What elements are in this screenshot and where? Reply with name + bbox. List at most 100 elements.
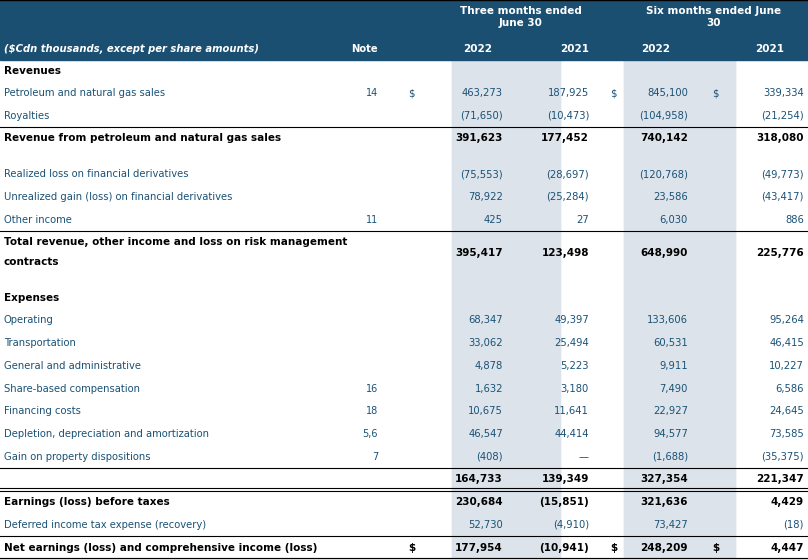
Bar: [624, 60, 735, 82]
Bar: [624, 82, 735, 105]
Text: (75,553): (75,553): [461, 169, 503, 179]
Text: (43,417): (43,417): [762, 192, 804, 202]
Bar: [624, 127, 735, 150]
Bar: [624, 400, 735, 423]
Bar: [0, 309, 808, 331]
Text: 2021: 2021: [755, 44, 784, 54]
Text: 139,349: 139,349: [541, 475, 589, 485]
Text: 463,273: 463,273: [462, 88, 503, 98]
Text: 95,264: 95,264: [769, 315, 804, 325]
Text: (49,773): (49,773): [761, 169, 804, 179]
Bar: [0, 82, 808, 105]
Bar: [0, 231, 808, 274]
Text: 49,397: 49,397: [554, 315, 589, 325]
Text: 886: 886: [785, 215, 804, 225]
Text: 740,142: 740,142: [640, 134, 688, 144]
Text: 7,490: 7,490: [659, 383, 688, 394]
Bar: [624, 536, 735, 559]
Text: 395,417: 395,417: [456, 248, 503, 258]
Text: 648,990: 648,990: [641, 248, 688, 258]
Bar: [624, 150, 735, 163]
Text: Share-based compensation: Share-based compensation: [4, 383, 140, 394]
Text: (408): (408): [477, 452, 503, 462]
Text: 391,623: 391,623: [456, 134, 503, 144]
Bar: [0, 536, 808, 559]
Bar: [452, 82, 560, 105]
Text: $: $: [610, 88, 617, 98]
Bar: [0, 186, 808, 209]
Text: 78,922: 78,922: [468, 192, 503, 202]
Text: 2022: 2022: [463, 44, 492, 54]
Text: 425: 425: [484, 215, 503, 225]
Bar: [452, 468, 560, 491]
Text: Expenses: Expenses: [4, 293, 59, 303]
Text: 33,062: 33,062: [469, 338, 503, 348]
Text: 10,675: 10,675: [468, 406, 503, 416]
Text: 10,227: 10,227: [769, 361, 804, 371]
Text: 14: 14: [366, 88, 378, 98]
Text: 177,954: 177,954: [455, 543, 503, 553]
Bar: [452, 536, 560, 559]
Bar: [452, 377, 560, 400]
Text: Depletion, depreciation and amortization: Depletion, depreciation and amortization: [4, 429, 209, 439]
Bar: [0, 274, 808, 287]
Text: 22,927: 22,927: [653, 406, 688, 416]
Text: $: $: [610, 543, 617, 553]
Text: $: $: [712, 88, 718, 98]
Text: (35,375): (35,375): [761, 452, 804, 462]
Bar: [452, 331, 560, 354]
Text: Earnings (loss) before taxes: Earnings (loss) before taxes: [4, 497, 170, 507]
Bar: [452, 491, 560, 514]
Text: 23,586: 23,586: [653, 192, 688, 202]
Text: Realized loss on financial derivatives: Realized loss on financial derivatives: [4, 169, 188, 179]
Text: 52,730: 52,730: [469, 520, 503, 530]
Bar: [452, 354, 560, 377]
Text: 27: 27: [576, 215, 589, 225]
Text: 4,429: 4,429: [771, 497, 804, 507]
Bar: [452, 60, 560, 82]
Bar: [0, 468, 808, 491]
Bar: [624, 468, 735, 491]
Text: 845,100: 845,100: [647, 88, 688, 98]
Bar: [624, 209, 735, 231]
Text: 177,452: 177,452: [541, 134, 589, 144]
Text: Revenue from petroleum and natural gas sales: Revenue from petroleum and natural gas s…: [4, 134, 281, 144]
Bar: [0, 491, 808, 514]
Bar: [624, 331, 735, 354]
Text: 5,223: 5,223: [561, 361, 589, 371]
Bar: [0, 60, 808, 82]
Text: Unrealized gain (loss) on financial derivatives: Unrealized gain (loss) on financial deri…: [4, 192, 233, 202]
Text: Financing costs: Financing costs: [4, 406, 81, 416]
Text: 4,878: 4,878: [475, 361, 503, 371]
Text: (71,650): (71,650): [461, 111, 503, 121]
Text: contracts: contracts: [4, 257, 60, 267]
Text: 164,733: 164,733: [455, 475, 503, 485]
Bar: [452, 163, 560, 186]
Text: (15,851): (15,851): [539, 497, 589, 507]
Bar: [452, 309, 560, 331]
Bar: [452, 287, 560, 309]
Text: ($Cdn thousands, except per share amounts): ($Cdn thousands, except per share amount…: [4, 44, 259, 54]
Text: Three months ended
June 30: Three months ended June 30: [460, 6, 582, 28]
Text: 46,415: 46,415: [769, 338, 804, 348]
Text: 1,632: 1,632: [474, 383, 503, 394]
Bar: [624, 377, 735, 400]
Text: General and administrative: General and administrative: [4, 361, 141, 371]
Text: 24,645: 24,645: [769, 406, 804, 416]
Text: Net earnings (loss) and comprehensive income (loss): Net earnings (loss) and comprehensive in…: [4, 543, 318, 553]
Text: 2021: 2021: [560, 44, 589, 54]
Text: Revenues: Revenues: [4, 66, 61, 76]
Bar: [624, 491, 735, 514]
Text: Note: Note: [351, 44, 378, 54]
Text: 9,911: 9,911: [659, 361, 688, 371]
Text: Total revenue, other income and loss on risk management: Total revenue, other income and loss on …: [4, 237, 347, 247]
Bar: [624, 514, 735, 536]
Bar: [624, 274, 735, 287]
Text: 327,354: 327,354: [640, 475, 688, 485]
Text: Petroleum and natural gas sales: Petroleum and natural gas sales: [4, 88, 165, 98]
Bar: [0, 377, 808, 400]
Bar: [624, 163, 735, 186]
Bar: [0, 0, 808, 60]
Text: Six months ended June
30: Six months ended June 30: [646, 6, 781, 28]
Bar: [624, 309, 735, 331]
